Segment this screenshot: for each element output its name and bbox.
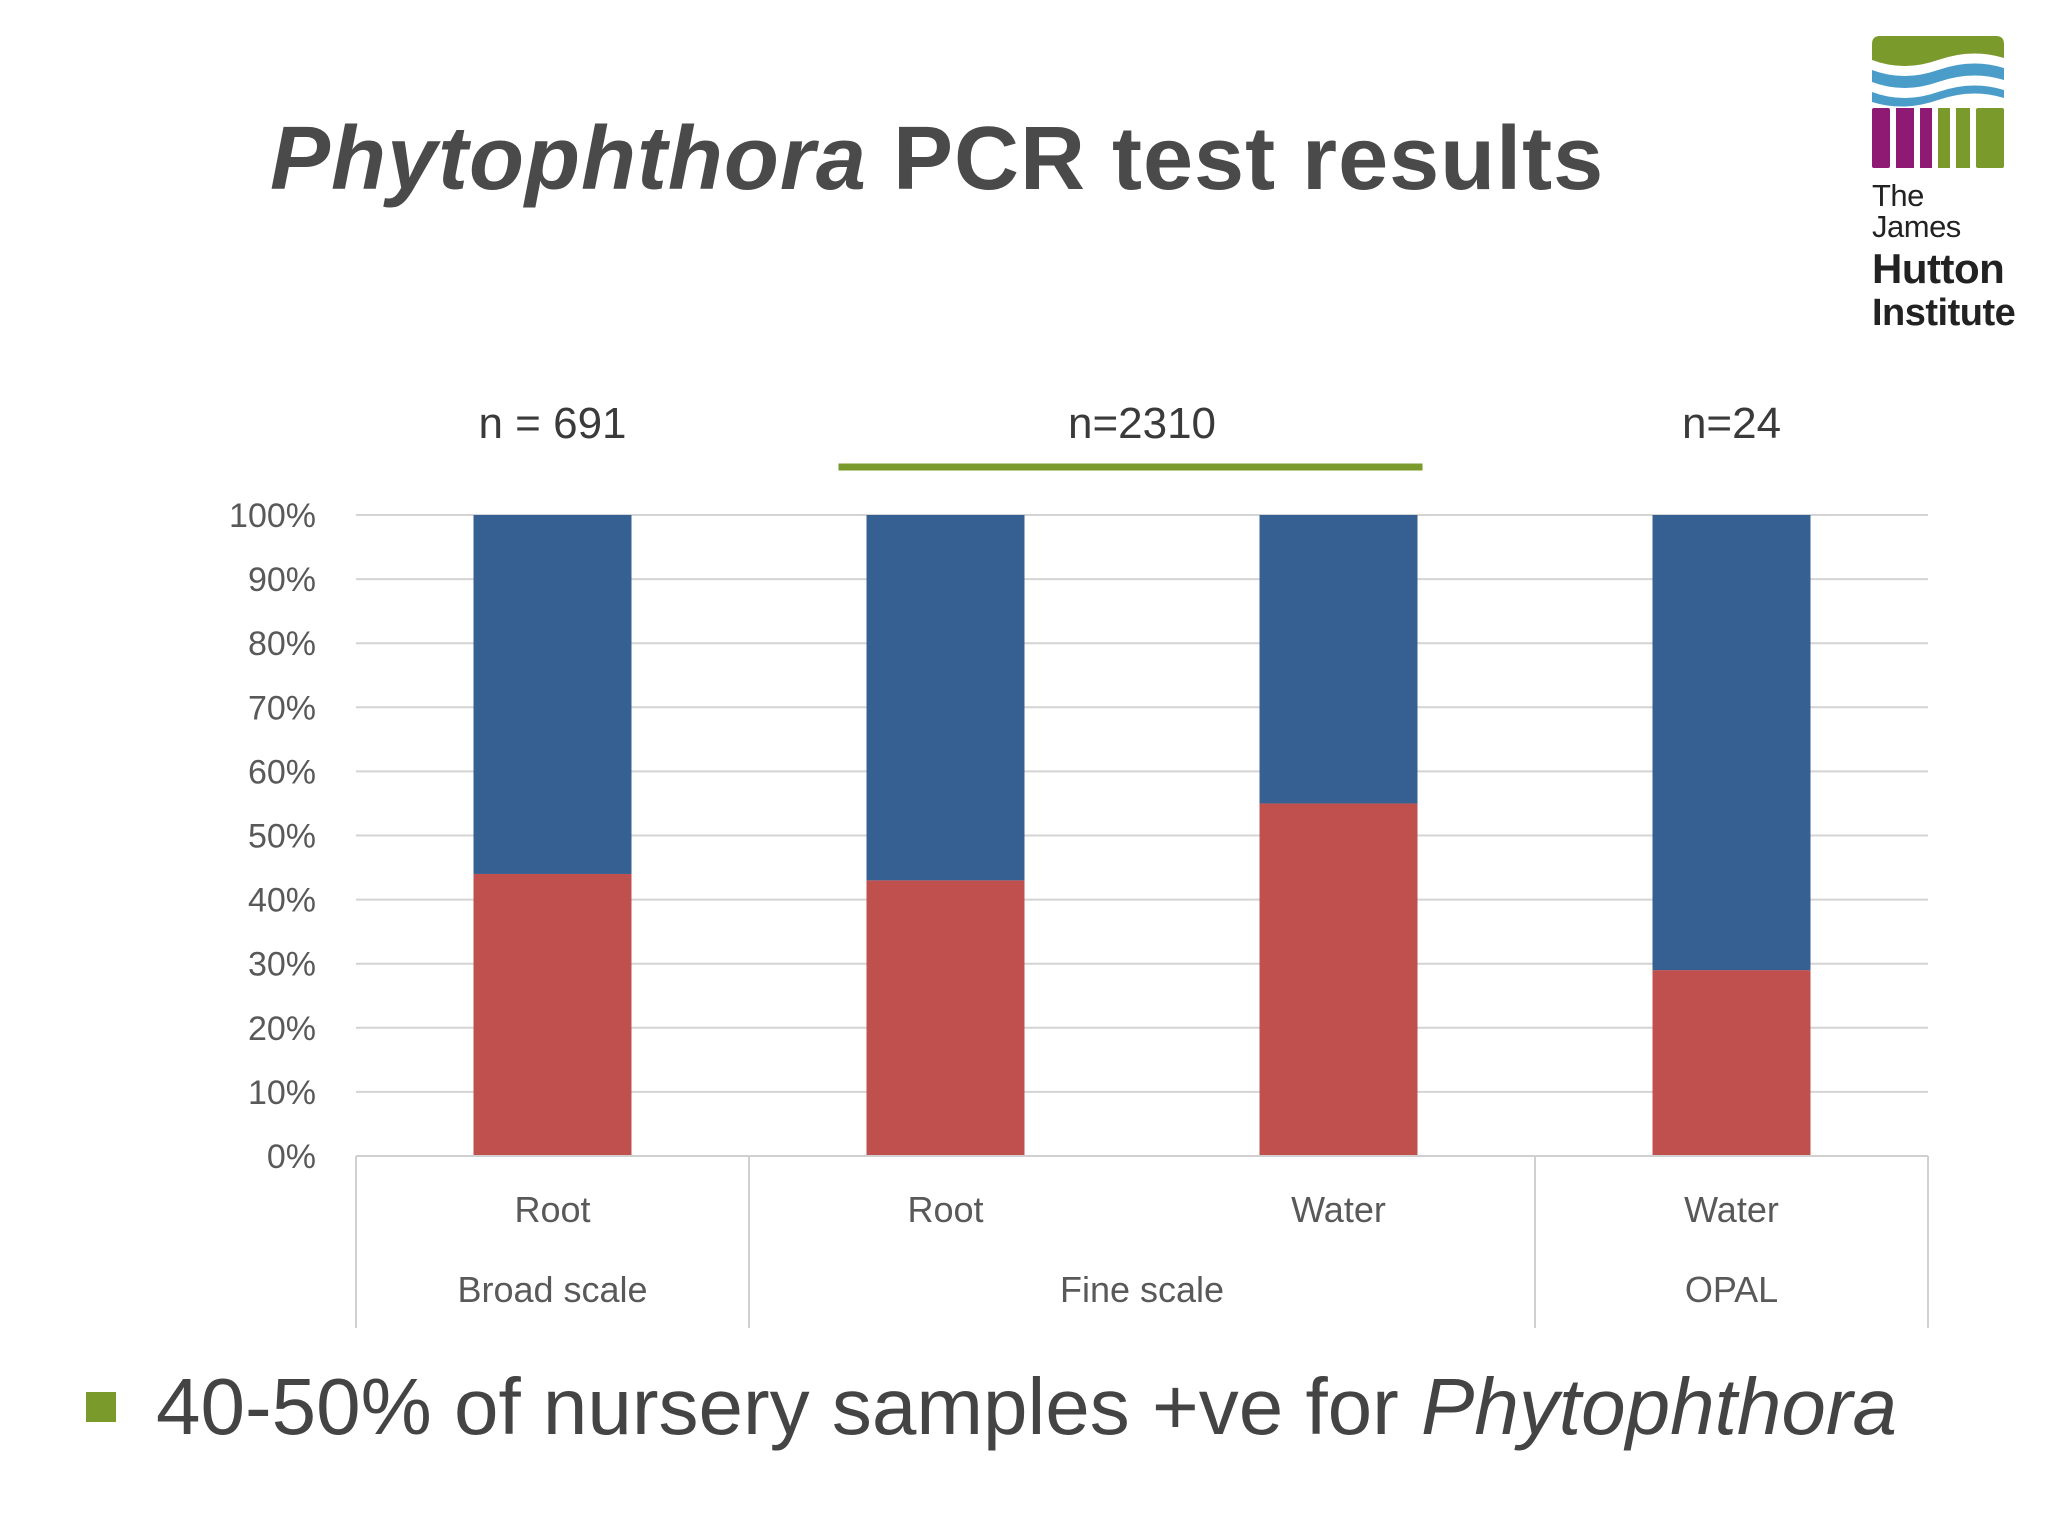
x-group-label: OPAL [1685,1269,1778,1310]
bar-segment-1 [1652,515,1811,971]
y-tick-label: 10% [248,1074,316,1112]
bar-segment-0 [1652,970,1811,1156]
bullet-point: 40-50% of nursery samples +ve for Phytop… [86,1352,1897,1482]
logo-line1: The James [1872,178,1961,244]
y-tick-label: 60% [248,753,316,791]
y-tick-label: 80% [248,625,316,663]
y-tick-label: 30% [248,946,316,984]
slide-title: Phytophthora PCR test results [270,108,1604,211]
x-category-label: Water [1291,1189,1386,1230]
sample-size-label: n=24 [1682,399,1781,448]
bullet-text-main: 40-50% of nursery samples +ve for [156,1362,1422,1451]
bar-segment-1 [1259,515,1418,804]
hutton-logo-icon [1872,36,2004,168]
bar-segment-1 [473,515,632,874]
x-category-label: Root [514,1189,590,1230]
y-tick-label: 70% [248,689,316,727]
x-group-label: Broad scale [457,1269,647,1310]
bullet-square-icon [86,1392,116,1422]
y-tick-label: 20% [248,1010,316,1048]
title-rest: PCR test results [866,109,1605,209]
bar-segment-0 [1259,803,1418,1156]
x-category-label: Water [1684,1189,1779,1230]
sample-size-label: n=2310 [1068,399,1216,448]
bar-segment-0 [866,880,1025,1156]
sample-size-label: n = 691 [478,399,626,448]
stacked-bar-chart: 0% 10% 20% 30% 40% 50% 60% 70% 80% 90% 100% Root Roo… [229,399,1929,1328]
bar-segment-0 [473,873,632,1156]
x-category-label: Root [907,1189,983,1230]
y-tick-label: 40% [248,882,316,920]
y-tick-label: 90% [248,561,316,599]
title-italic: Phytophthora [270,109,867,209]
logo-line3: Institute [1872,292,2016,334]
y-tick-label: 50% [248,818,316,856]
bar-segment-1 [866,515,1025,881]
bullet-text-italic: Phytophthora [1421,1362,1897,1451]
x-group-label: Fine scale [1060,1269,1224,1310]
y-tick-label: 100% [229,497,316,535]
bullet-text: 40-50% of nursery samples +ve for Phytop… [156,1352,1897,1462]
logo-line2: Hutton [1872,245,2005,292]
y-tick-label: 0% [267,1138,316,1176]
hutton-logo: The James Hutton Institute [1872,36,2016,334]
